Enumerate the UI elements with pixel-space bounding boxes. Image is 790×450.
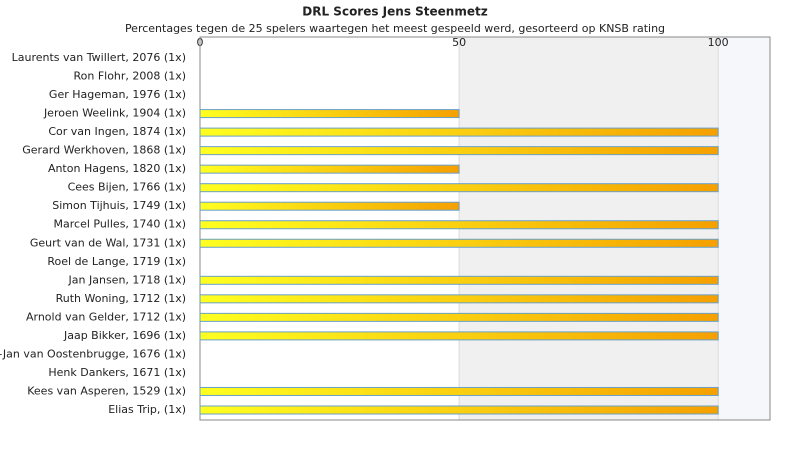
y-tick-label: Kees van Asperen, 1529 (1x) xyxy=(27,384,186,397)
bar xyxy=(199,146,719,156)
x-tick-label: 50 xyxy=(452,36,466,49)
y-tick-label: t-Jan van Oostenbrugge, 1676 (1x) xyxy=(0,347,186,360)
bar xyxy=(199,127,719,137)
bar xyxy=(199,201,460,211)
y-tick-label: Cees Bijen, 1766 (1x) xyxy=(68,181,186,194)
y-tick-label: Cor van Ingen, 1874 (1x) xyxy=(48,125,186,138)
y-tick-label: Ruth Woning, 1712 (1x) xyxy=(56,292,186,305)
x-tick-label: 100 xyxy=(708,36,729,49)
y-tick-label: Jeroen Weelink, 1904 (1x) xyxy=(43,107,186,120)
y-tick-label: Anton Hagens, 1820 (1x) xyxy=(48,162,186,175)
y-tick-label: Marcel Pulles, 1740 (1x) xyxy=(54,218,186,231)
bar xyxy=(199,294,719,304)
y-tick-label: Gerard Werkhoven, 1868 (1x) xyxy=(22,144,186,157)
bar xyxy=(199,220,719,230)
y-tick-label: Simon Tijhuis, 1749 (1x) xyxy=(52,199,186,212)
bar xyxy=(199,386,719,396)
bar xyxy=(199,164,460,174)
chart-title: DRL Scores Jens Steenmetz xyxy=(302,5,487,19)
y-tick-label: Jan Jansen, 1718 (1x) xyxy=(68,273,186,286)
y-tick-label: Jaap Bikker, 1696 (1x) xyxy=(63,329,186,342)
plot-band xyxy=(718,37,770,420)
chart-subtitle: Percentages tegen de 25 spelers waartege… xyxy=(125,22,665,35)
y-tick-label: Arnold van Gelder, 1712 (1x) xyxy=(26,310,186,323)
bar xyxy=(199,275,719,285)
y-tick-label: Roel de Lange, 1719 (1x) xyxy=(47,255,186,268)
bar xyxy=(199,109,460,119)
bar xyxy=(199,183,719,193)
y-tick-label: Laurents van Twillert, 2076 (1x) xyxy=(12,51,186,64)
bar xyxy=(199,312,719,322)
y-tick-label: Ger Hageman, 1976 (1x) xyxy=(49,88,186,101)
y-tick-label: Ron Flohr, 2008 (1x) xyxy=(73,70,186,83)
bar xyxy=(199,405,719,415)
y-tick-label: Geurt van de Wal, 1731 (1x) xyxy=(30,236,186,249)
y-tick-label: Elias Trip, (1x) xyxy=(108,403,186,416)
y-tick-label: Henk Dankers, 1671 (1x) xyxy=(48,366,186,379)
bar xyxy=(199,331,719,341)
bar xyxy=(199,238,719,248)
